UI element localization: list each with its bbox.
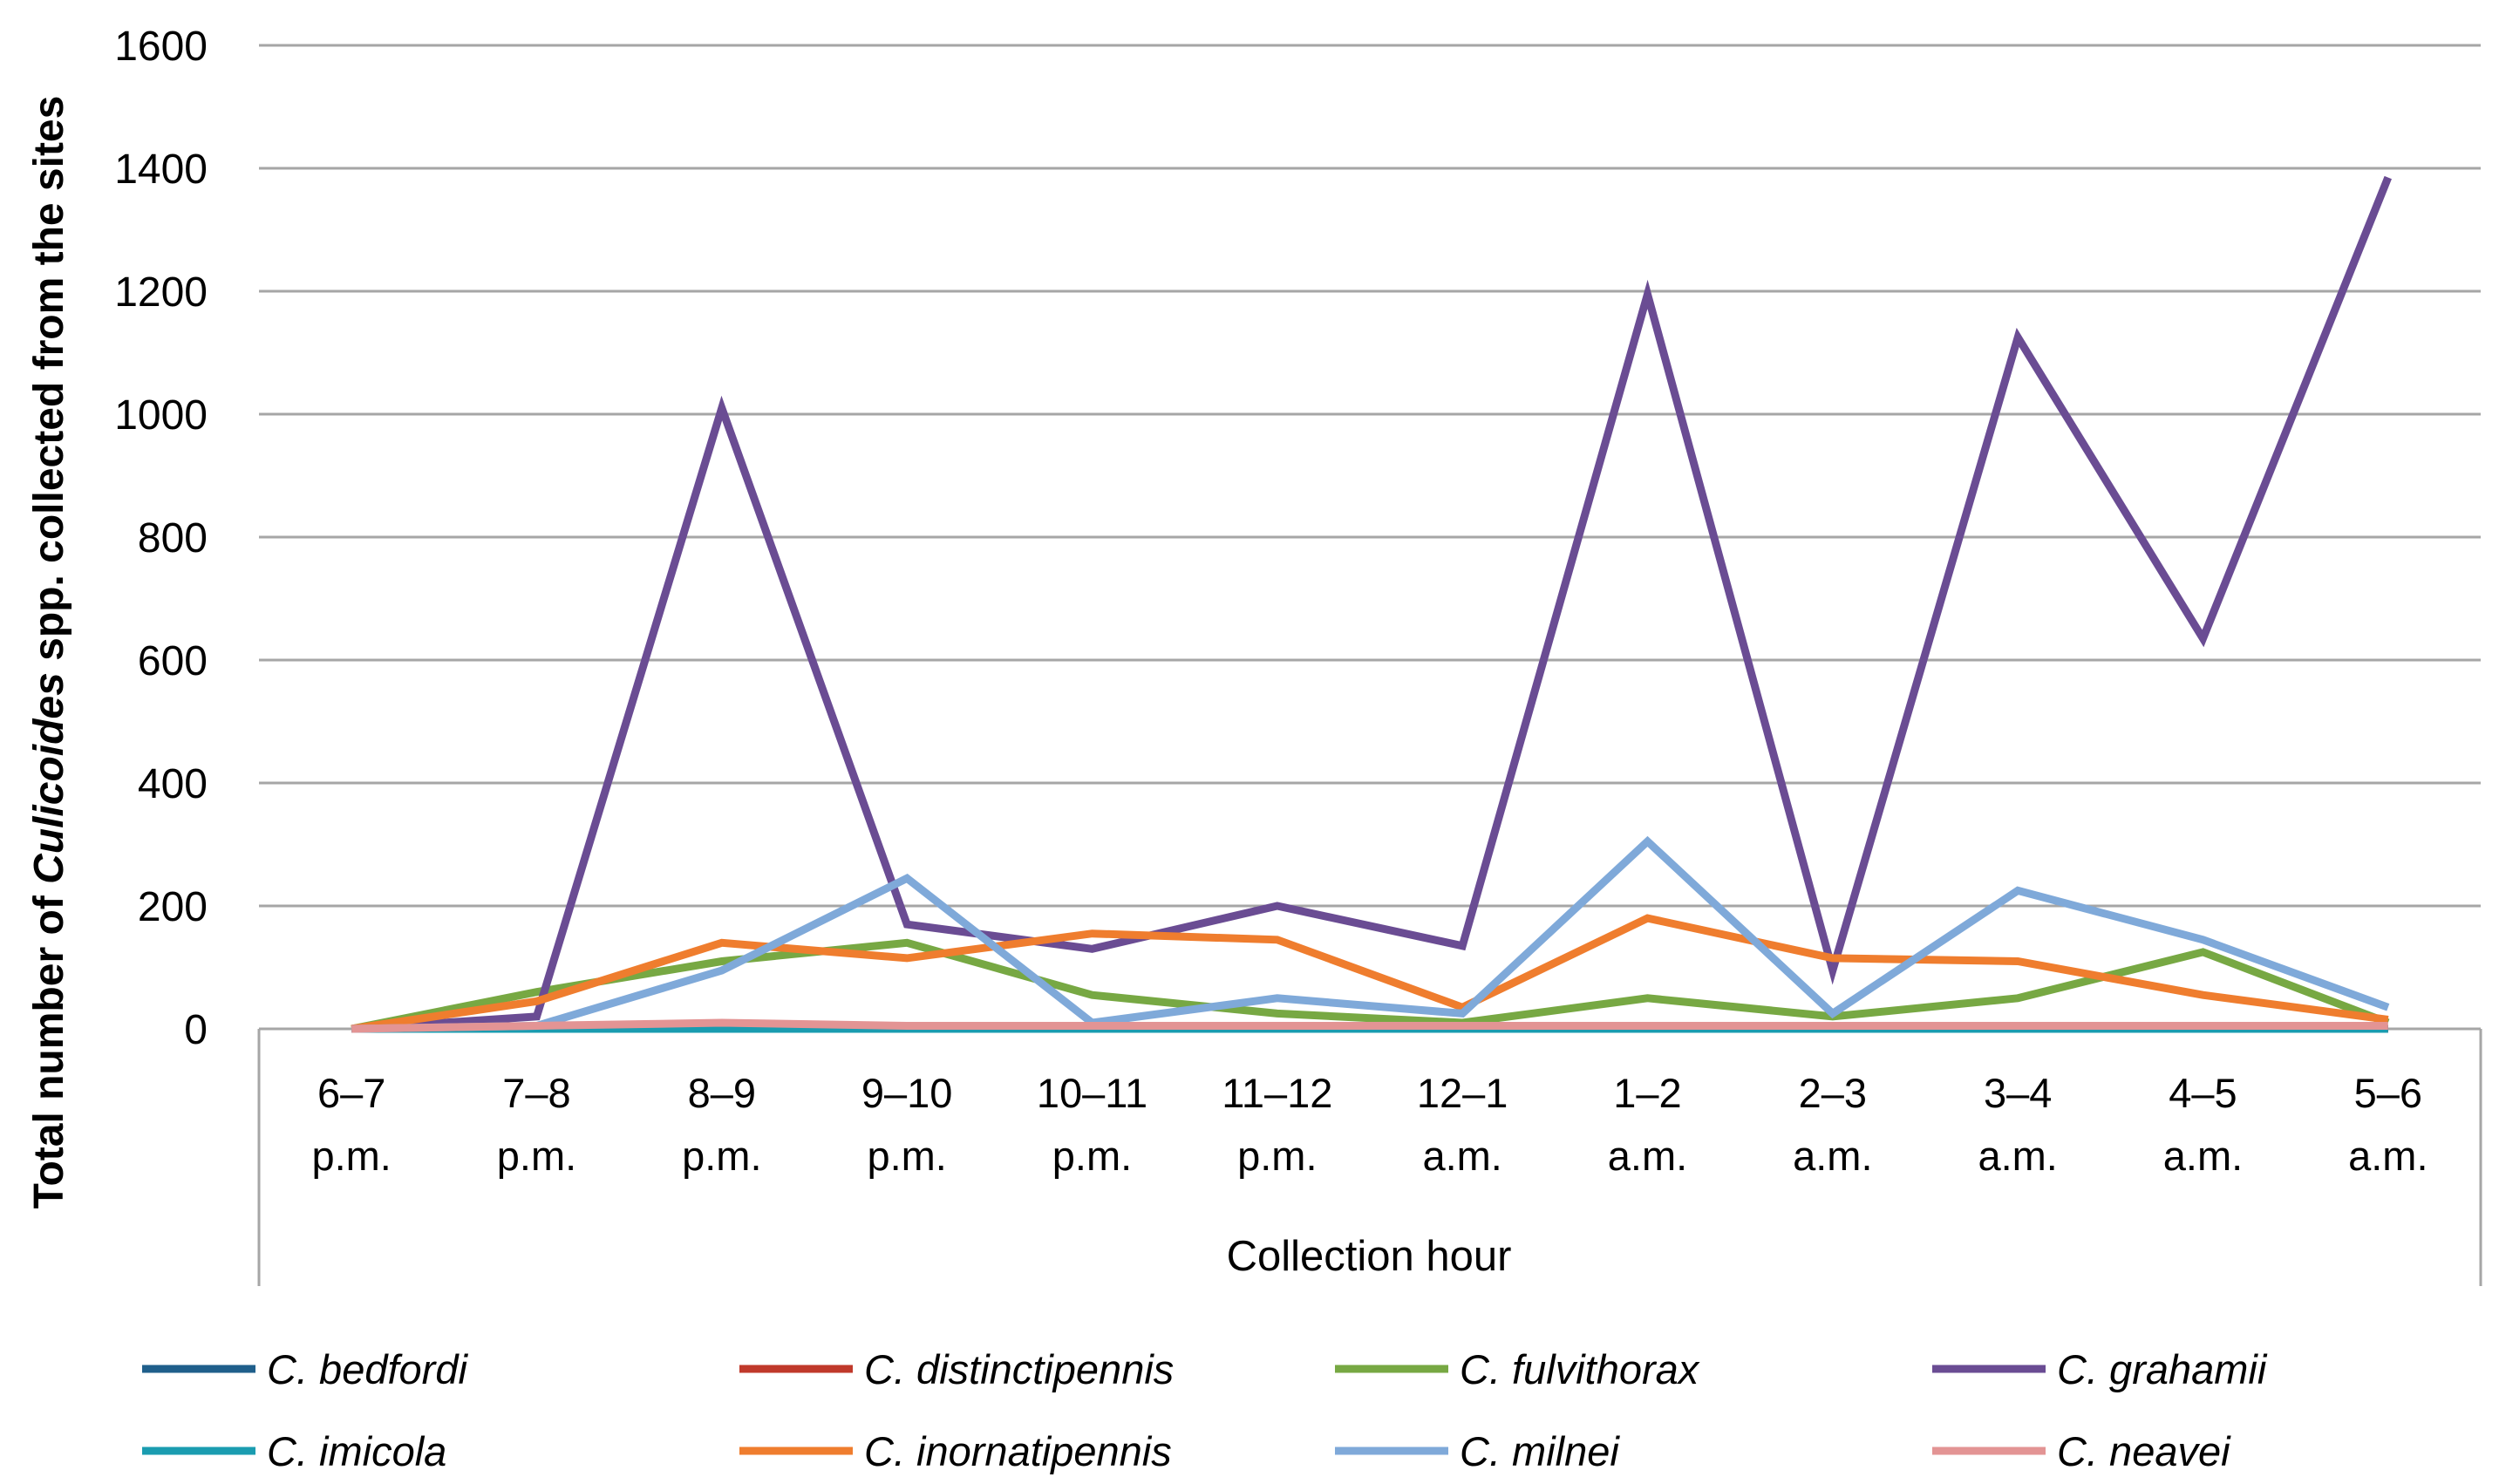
legend-item-c-inornatipennis: C. inornatipennis xyxy=(739,1428,1172,1474)
y-tick-label: 1600 xyxy=(114,24,208,70)
series-line-c-grahamii xyxy=(351,175,2392,1033)
legend-item-c-fulvithorax: C. fulvithorax xyxy=(1335,1346,1700,1392)
x-tick-hours: 8–9 xyxy=(688,1070,756,1116)
legend-label: C. inornatipennis xyxy=(864,1428,1172,1474)
x-tick-period: a.m. xyxy=(2163,1133,2243,1179)
x-tick-hours: 5–6 xyxy=(2354,1070,2422,1116)
x-tick-period: p.m. xyxy=(311,1133,391,1179)
x-tick-hours: 4–5 xyxy=(2169,1070,2237,1116)
legend-label: C. milnei xyxy=(1460,1428,1620,1474)
x-axis-frame xyxy=(257,1029,2482,1286)
x-tick-hours: 7–8 xyxy=(502,1070,570,1116)
x-tick-period: a.m. xyxy=(1608,1133,1687,1179)
x-tick-label: 1–2 a.m. xyxy=(1608,1070,1687,1179)
x-tick-hours: 11–12 xyxy=(1222,1070,1332,1116)
y-ticks: 0 200 400 600 800 1000 1200 1400 1600 xyxy=(114,24,208,1053)
legend-item-c-imicola: C. imicola xyxy=(142,1428,446,1474)
x-tick-period: a.m. xyxy=(1793,1133,1872,1179)
x-tick-label: 8–9 p.m. xyxy=(682,1070,761,1179)
legend-label: C. distinctipennis xyxy=(864,1346,1174,1392)
legend-label: C. grahamii xyxy=(2057,1346,2268,1392)
legend-label: C. fulvithorax xyxy=(1460,1346,1700,1392)
x-tick-period: a.m. xyxy=(1978,1133,2057,1179)
y-tick-label: 1200 xyxy=(114,269,208,316)
x-tick-period: p.m. xyxy=(867,1133,946,1179)
x-tick-label: 12–1 a.m. xyxy=(1417,1070,1508,1179)
x-tick-hours: 2–3 xyxy=(1799,1070,1867,1116)
legend-item-c-milnei: C. milnei xyxy=(1335,1428,1620,1474)
series-line-c-inornatipennis xyxy=(351,914,2389,1033)
x-tick-period: a.m. xyxy=(1422,1133,1501,1179)
x-tick-label: 4–5 a.m. xyxy=(2163,1070,2243,1179)
grid xyxy=(259,44,2481,1031)
x-tick-period: p.m. xyxy=(1052,1133,1132,1179)
x-tick-hours: 12–1 xyxy=(1417,1070,1508,1116)
y-axis-label-suffix: spp. collected from the sites xyxy=(26,96,72,673)
x-tick-hours: 10–11 xyxy=(1037,1070,1147,1116)
x-tick-period: p.m. xyxy=(1237,1133,1317,1179)
y-tick-label: 0 xyxy=(184,1007,208,1053)
x-tick-label: 2–3 a.m. xyxy=(1793,1070,1872,1179)
y-axis-label-prefix: Total number of xyxy=(26,884,72,1208)
legend-label: C. imicola xyxy=(267,1428,446,1474)
legend-item-c-distinctipennis: C. distinctipennis xyxy=(739,1346,1174,1392)
x-tick-label: 11–12 p.m. xyxy=(1222,1070,1332,1179)
y-tick-label: 400 xyxy=(138,761,208,807)
series-lines xyxy=(351,175,2392,1033)
x-tick-label: 7–8 p.m. xyxy=(497,1070,576,1179)
series-line-c-neavei xyxy=(351,1018,2388,1033)
x-tick-period: a.m. xyxy=(2348,1133,2428,1179)
series-line-c-fulvithorax xyxy=(351,938,2390,1033)
legend-label: C. neavei xyxy=(2057,1428,2231,1474)
x-tick-label: 9–10 p.m. xyxy=(861,1070,953,1179)
y-axis-label: Total number of Culicoides spp. collecte… xyxy=(26,96,72,1209)
x-tick-period: p.m. xyxy=(682,1133,761,1179)
y-tick-label: 1000 xyxy=(114,392,208,439)
x-tick-hours: 3–4 xyxy=(1984,1070,2052,1116)
x-tick-hours: 1–2 xyxy=(1613,1070,1681,1116)
x-tick-period: p.m. xyxy=(497,1133,576,1179)
y-axis-label-italic: Culicoides xyxy=(26,672,72,884)
x-tick-label: 6–7 p.m. xyxy=(311,1070,391,1179)
x-tick-label: 10–11 p.m. xyxy=(1037,1070,1147,1179)
legend-item-c-bedfordi: C. bedfordi xyxy=(142,1346,468,1392)
x-tick-label: 3–4 a.m. xyxy=(1978,1070,2057,1179)
legend: C. bedfordi C. distinctipennis C. fulvitho… xyxy=(142,1346,2268,1474)
series-line-c-milnei xyxy=(351,835,2390,1033)
legend-label: C. bedfordi xyxy=(267,1346,468,1392)
x-tick-hours: 9–10 xyxy=(861,1070,953,1116)
y-tick-label: 200 xyxy=(138,884,208,930)
x-ticks: 6–7 p.m.7–8 p.m.8–9 p.m.9–10 p.m.10–11 p.m.11… xyxy=(311,1070,2428,1179)
x-tick-hours: 6–7 xyxy=(317,1070,385,1116)
x-axis-label: Collection hour xyxy=(1227,1233,1512,1280)
y-tick-label: 600 xyxy=(138,638,208,684)
y-tick-label: 800 xyxy=(138,515,208,562)
y-tick-label: 1400 xyxy=(114,146,208,193)
x-tick-label: 5–6 a.m. xyxy=(2348,1070,2428,1179)
legend-item-c-neavei: C. neavei xyxy=(1932,1428,2231,1474)
legend-item-c-grahamii: C. grahamii xyxy=(1932,1346,2268,1392)
